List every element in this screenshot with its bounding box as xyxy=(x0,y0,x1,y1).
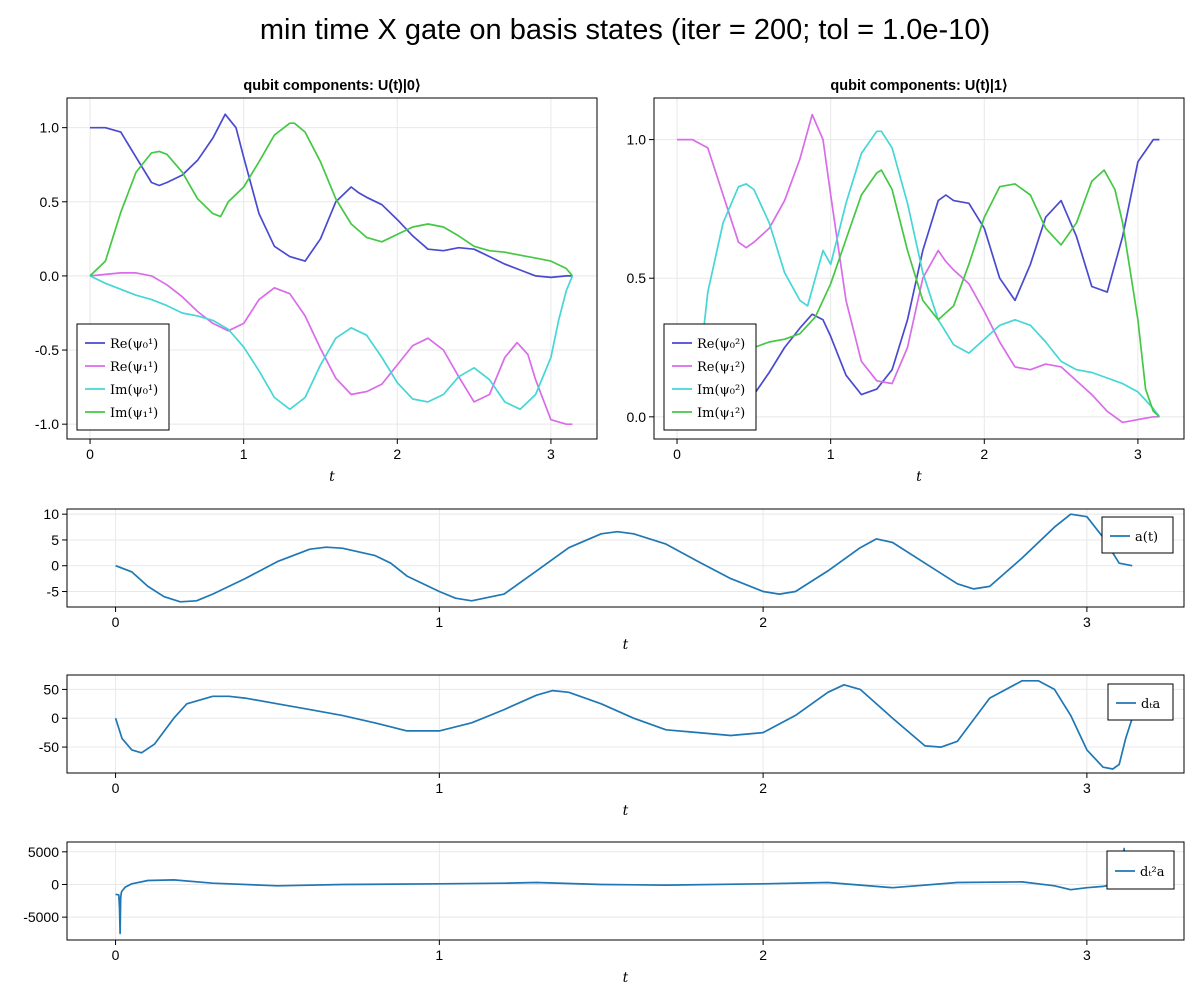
legend: a(t) xyxy=(1101,516,1174,554)
legend-box xyxy=(1106,850,1175,890)
y-tick-label: 0.5 xyxy=(40,194,60,210)
chart-panel-3: 0 1 2 3 10 5 0 -5 t a(t) xyxy=(43,506,1185,653)
legend-entry: Im(ψ₀²) xyxy=(697,383,745,398)
legend: dₜa xyxy=(1107,683,1174,721)
legend-entry: Re(ψ₀¹) xyxy=(110,337,158,352)
x-tick-label: 2 xyxy=(393,446,401,462)
x-tick-label: 1 xyxy=(827,446,835,462)
x-tick-label: 1 xyxy=(240,446,248,462)
series-line-1 xyxy=(90,113,573,279)
series-line-3 xyxy=(702,130,1161,418)
x-tick-label: 2 xyxy=(980,446,988,462)
legend-entry: a(t) xyxy=(1135,530,1158,545)
series-line-1 xyxy=(677,138,1160,418)
x-tick-label: 0 xyxy=(112,947,120,963)
series-line-2 xyxy=(677,113,1160,424)
y-tick-label: 1.0 xyxy=(40,120,60,136)
y-tick-label: 50 xyxy=(43,681,59,697)
legend-entry: Im(ψ₁¹) xyxy=(110,406,158,421)
y-tick-label: 5 xyxy=(51,532,59,548)
legend-entry: Re(ψ₀²) xyxy=(697,337,745,352)
series-line-1 xyxy=(114,679,1134,770)
legend-box xyxy=(1101,516,1174,554)
series-line-4 xyxy=(89,122,574,277)
x-tick-label: 1 xyxy=(435,780,443,796)
x-tick-label: 3 xyxy=(1083,780,1091,796)
y-tick-label: 0 xyxy=(51,558,59,574)
y-tick-label: 0 xyxy=(51,876,59,892)
plot-frame xyxy=(653,97,1185,440)
x-tick-label: 2 xyxy=(759,780,767,796)
plot-frame xyxy=(66,674,1185,774)
x-tick-label: 0 xyxy=(112,614,120,630)
y-tick-label: 1.0 xyxy=(627,132,647,148)
legend-entry: Re(ψ₁²) xyxy=(697,360,745,375)
chart-panel-4: 0 1 2 3 50 0 -50 t dₜa xyxy=(39,674,1185,819)
panel-title: qubit components: U(t)|1⟩ xyxy=(830,78,1007,94)
series-line-1 xyxy=(115,847,1133,935)
chart-panel-5: 0 1 2 3 5000 0 -5000 t dₜ²a xyxy=(23,841,1185,986)
x-tick-label: 2 xyxy=(759,947,767,963)
x-tick-label: 2 xyxy=(759,614,767,630)
legend: Re(ψ₀²) Re(ψ₁²) Im(ψ₀²) Im(ψ₁²) xyxy=(663,323,757,431)
series-line-3 xyxy=(89,275,574,411)
x-axis-label: t xyxy=(623,803,629,819)
y-tick-label: -1.0 xyxy=(35,416,59,432)
y-tick-label: -0.5 xyxy=(35,342,59,358)
x-tick-label: 3 xyxy=(1083,614,1091,630)
x-tick-label: 1 xyxy=(435,614,443,630)
legend-entry: Im(ψ₀¹) xyxy=(110,383,158,398)
x-axis-label: t xyxy=(329,469,335,485)
x-tick-label: 3 xyxy=(1083,947,1091,963)
chart-panel-1: 0 1 2 3 1.0 0.5 0.0 -0.5 -1.0 t qubit components: … xyxy=(35,78,598,485)
legend-entry: Im(ψ₁²) xyxy=(697,406,745,421)
series-line-4 xyxy=(692,169,1160,418)
legend: Re(ψ₀¹) Re(ψ₁¹) Im(ψ₀¹) Im(ψ₁¹) xyxy=(76,323,170,431)
y-tick-label: 0.0 xyxy=(627,409,647,425)
x-axis-label: t xyxy=(623,970,629,986)
x-axis-label: t xyxy=(916,469,922,485)
x-tick-label: 0 xyxy=(673,446,681,462)
panel-title: qubit components: U(t)|0⟩ xyxy=(243,78,420,94)
y-tick-label: -5 xyxy=(47,584,60,600)
plot-frame xyxy=(66,841,1185,941)
legend-entry: dₜa xyxy=(1141,697,1161,712)
figure-title: min time X gate on basis states (iter = … xyxy=(259,14,991,46)
y-tick-label: 0.5 xyxy=(627,270,647,286)
legend-entry: dₜ²a xyxy=(1140,865,1165,880)
y-tick-label: 0.0 xyxy=(40,268,60,284)
y-tick-label: 0 xyxy=(51,710,59,726)
legend-box xyxy=(1107,683,1174,721)
plot-frame xyxy=(66,508,1185,608)
x-tick-label: 0 xyxy=(112,780,120,796)
y-tick-label: 5000 xyxy=(28,844,59,860)
legend: dₜ²a xyxy=(1106,850,1175,890)
chart-panel-2: 0 1 2 3 1.0 0.5 0.0 t qubit components: U(t)|1⟩ R… xyxy=(627,78,1185,485)
plot-frame xyxy=(66,97,598,440)
x-tick-label: 3 xyxy=(547,446,555,462)
y-tick-label: -50 xyxy=(39,739,59,755)
series-line-2 xyxy=(89,272,573,426)
y-tick-label: 10 xyxy=(43,506,59,522)
x-tick-label: 3 xyxy=(1134,446,1142,462)
x-tick-label: 1 xyxy=(435,947,443,963)
legend-entry: Re(ψ₁¹) xyxy=(110,360,158,375)
x-tick-label: 0 xyxy=(86,446,94,462)
y-tick-label: -5000 xyxy=(23,909,59,925)
x-axis-label: t xyxy=(623,637,629,653)
series-line-1 xyxy=(115,513,1133,603)
